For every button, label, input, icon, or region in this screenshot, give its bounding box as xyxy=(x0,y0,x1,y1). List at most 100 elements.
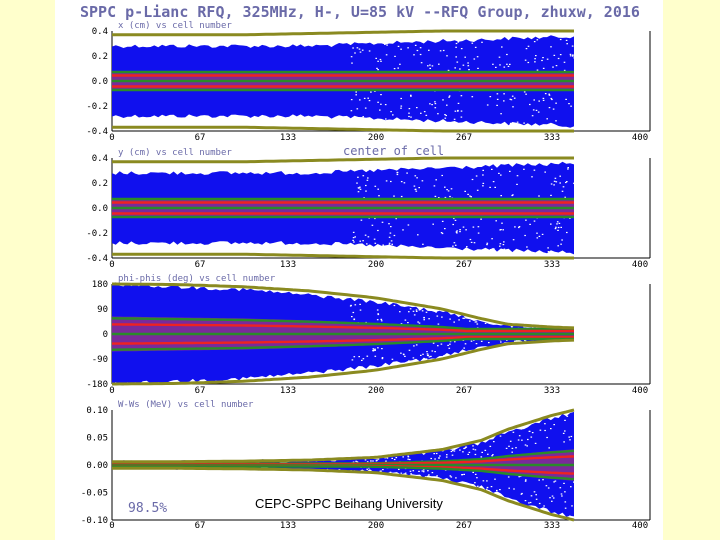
particle-dot xyxy=(463,317,466,319)
particle-dot xyxy=(511,95,514,97)
particle-dot xyxy=(358,48,361,50)
particle-dot xyxy=(360,219,363,221)
core-stripe xyxy=(111,337,574,351)
particle-dot xyxy=(379,470,382,472)
particle-dot xyxy=(475,343,478,345)
particle-dot xyxy=(525,93,527,95)
particle-dot xyxy=(359,240,361,242)
particle-dot xyxy=(573,57,576,59)
particle-dot xyxy=(410,94,412,96)
particle-dot xyxy=(407,458,409,460)
particle-dot xyxy=(428,474,430,476)
particle-dot xyxy=(496,93,499,95)
particle-dot xyxy=(462,317,464,319)
particle-dot xyxy=(552,108,555,110)
particle-dot xyxy=(374,185,377,187)
x-tick-label: 200 xyxy=(368,386,384,396)
particle-dot xyxy=(464,447,466,449)
particle-dot xyxy=(400,472,403,474)
particle-dot xyxy=(524,480,527,482)
particle-dot xyxy=(477,67,479,69)
particle-dot xyxy=(513,250,516,252)
particle-dot xyxy=(550,46,552,48)
core-stripe xyxy=(112,465,575,481)
particle-dot xyxy=(455,46,457,48)
particle-dot xyxy=(378,195,380,197)
particle-dot xyxy=(501,46,503,48)
particle-dot xyxy=(434,351,436,353)
particle-dot xyxy=(554,480,557,482)
particle-dot xyxy=(407,47,409,49)
particle-dot xyxy=(410,95,412,97)
particle-dot xyxy=(531,327,534,329)
y-tick-label: 180 xyxy=(92,280,108,290)
x-tick-label: 333 xyxy=(544,386,560,396)
particle-dot xyxy=(534,442,537,444)
particle-dot xyxy=(400,323,403,325)
particle-dot xyxy=(503,248,506,250)
particle-dot xyxy=(415,310,418,312)
particle-dot xyxy=(362,116,364,118)
particle-dot xyxy=(356,182,358,184)
particle-dot xyxy=(445,456,448,458)
particle-dot xyxy=(438,457,440,459)
particle-dot xyxy=(512,106,514,108)
particle-dot xyxy=(495,66,497,68)
y-tick-label: 0 xyxy=(103,330,108,340)
particle-dot xyxy=(559,175,561,177)
x-tick-label: 67 xyxy=(195,133,206,143)
particle-dot xyxy=(566,231,568,234)
particle-dot xyxy=(391,243,393,245)
particle-dot xyxy=(470,241,473,243)
aperture-line-top xyxy=(112,282,575,330)
particle-dot xyxy=(353,356,356,358)
particle-dot xyxy=(475,175,478,177)
particle-dot xyxy=(447,190,450,192)
particle-dot xyxy=(569,53,572,55)
particle-dot xyxy=(563,61,566,63)
x-tick-label: 0 xyxy=(109,386,114,396)
page-title: SPPC p-Lianc RFQ, 325MHz, H-, U=85 kV --… xyxy=(80,3,640,21)
particle-dot xyxy=(452,223,454,226)
particle-dot xyxy=(560,493,563,495)
particle-dot xyxy=(380,103,382,105)
y-tick-label: 0.4 xyxy=(92,154,108,164)
particle-dot xyxy=(439,455,441,457)
particle-dot xyxy=(465,446,468,448)
particle-dot xyxy=(557,229,559,231)
particle-dot xyxy=(408,112,410,114)
particle-dot xyxy=(366,179,369,181)
x-tick-label: 267 xyxy=(456,133,472,143)
particle-dot xyxy=(545,485,548,487)
particle-dot xyxy=(542,57,544,59)
particle-dot xyxy=(455,42,458,45)
particle-dot xyxy=(523,91,526,93)
particle-dot xyxy=(429,64,431,66)
particle-dot xyxy=(362,240,364,242)
particle-dot xyxy=(376,67,378,69)
particle-dot xyxy=(441,174,443,177)
x-tick-label: 267 xyxy=(456,521,472,531)
particle-dot xyxy=(403,182,406,184)
particle-dot xyxy=(468,69,470,71)
particle-dot xyxy=(533,491,536,493)
particle-dot xyxy=(520,493,523,495)
particle-dot xyxy=(509,63,511,65)
particle-dot xyxy=(423,316,425,319)
particle-dot xyxy=(518,476,520,478)
particle-dot xyxy=(358,356,360,358)
particle-dot xyxy=(444,186,446,188)
particle-dot xyxy=(521,492,523,495)
particle-dot xyxy=(456,61,459,63)
particle-dot xyxy=(368,100,371,102)
particle-dot xyxy=(403,354,405,356)
particle-dot xyxy=(569,515,571,517)
particle-dot xyxy=(457,102,460,104)
particle-dot xyxy=(384,104,387,106)
particle-dot xyxy=(410,473,412,475)
particle-dot xyxy=(444,196,447,199)
particle-dot xyxy=(529,103,531,106)
particle-dot xyxy=(400,48,402,50)
particle-dot xyxy=(572,54,574,56)
particle-dot xyxy=(415,309,418,311)
